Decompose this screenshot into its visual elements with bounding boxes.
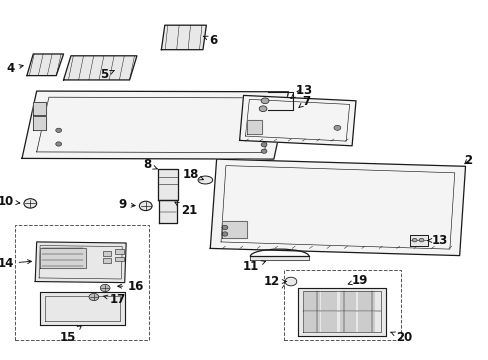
Polygon shape [40,248,85,268]
Polygon shape [22,91,288,159]
Polygon shape [40,292,124,325]
Circle shape [259,106,266,112]
Text: 8: 8 [143,158,157,171]
Circle shape [285,277,296,286]
Polygon shape [27,54,63,76]
Bar [283,270,400,340]
Polygon shape [63,56,137,80]
Text: 15: 15 [60,325,81,344]
Text: 16: 16 [118,280,144,293]
Circle shape [333,125,340,130]
Text: 11: 11 [243,260,265,273]
Circle shape [261,143,266,147]
Polygon shape [409,235,427,246]
Polygon shape [239,95,355,146]
Bar [102,251,111,256]
Circle shape [222,225,227,230]
Bar [321,291,337,311]
Text: 20: 20 [390,331,411,344]
Polygon shape [159,200,177,223]
Bar [321,312,337,332]
Polygon shape [35,242,126,283]
Text: 4: 4 [6,62,23,75]
Polygon shape [33,116,46,130]
Circle shape [56,128,61,132]
Circle shape [261,149,266,153]
Bar [339,291,355,311]
Circle shape [139,201,152,211]
Circle shape [412,235,418,240]
Bar [102,258,111,263]
Text: 19: 19 [347,274,367,287]
Polygon shape [246,120,261,134]
Text: 3: 3 [297,84,311,97]
Circle shape [412,241,418,245]
Bar [303,291,319,311]
Text: 12: 12 [264,275,285,288]
Circle shape [261,98,268,104]
Text: 1: 1 [290,84,304,99]
Bar [15,225,149,340]
Text: 2: 2 [464,154,472,167]
Polygon shape [33,102,46,115]
Text: 6: 6 [203,34,217,47]
Polygon shape [298,288,386,336]
Text: 7: 7 [298,95,310,108]
Text: 18: 18 [183,168,203,181]
Circle shape [89,293,99,301]
Text: 17: 17 [103,293,126,306]
Bar [303,312,319,332]
Bar [115,257,123,261]
Circle shape [56,142,61,146]
Polygon shape [250,256,308,260]
Bar [358,312,374,332]
Text: 10: 10 [0,195,20,208]
Circle shape [222,232,227,236]
Circle shape [100,284,110,292]
Circle shape [411,238,416,242]
Text: 13: 13 [427,234,447,247]
Bar [115,249,123,254]
Text: 14: 14 [0,257,31,270]
Polygon shape [210,159,465,256]
Text: 5: 5 [100,68,114,81]
Circle shape [418,238,423,242]
Polygon shape [222,221,246,238]
Text: 9: 9 [118,198,135,211]
Bar [358,291,374,311]
Polygon shape [161,25,206,50]
Bar [339,312,355,332]
Text: 21: 21 [175,202,197,217]
Circle shape [24,199,37,208]
Polygon shape [158,169,178,200]
Ellipse shape [198,176,212,184]
